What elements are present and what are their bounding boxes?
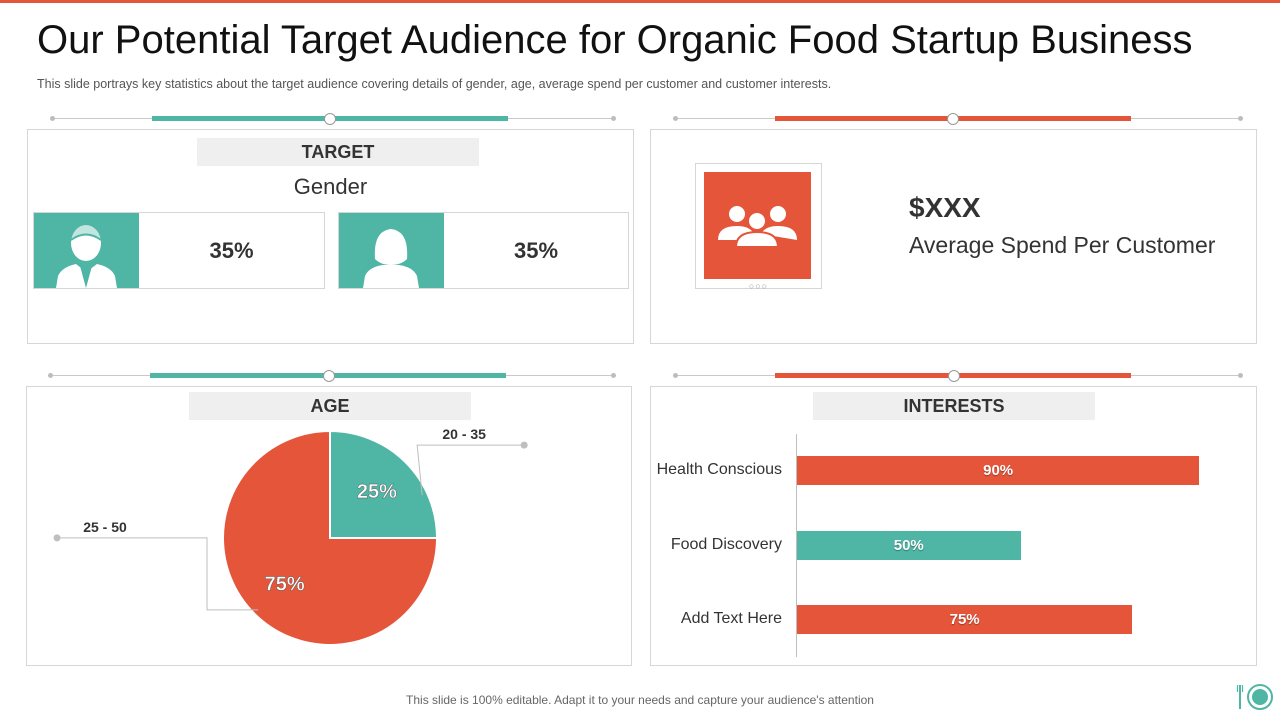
age-connector — [48, 370, 616, 382]
bar — [797, 456, 1200, 485]
male-card: 35% — [33, 212, 325, 289]
female-percent: 35% — [513, 238, 559, 263]
leader-line — [57, 537, 259, 611]
bar-category-label: Food Discovery — [670, 535, 782, 553]
male-percent: 35% — [209, 238, 254, 263]
spend-label: Average Spend Per Customer — [909, 232, 1216, 258]
pie-slice — [222, 429, 439, 646]
spend-amount: $XXX — [909, 192, 981, 223]
pie-category-label: 20 - 35 — [442, 426, 486, 442]
pie-value-label: 25% — [357, 481, 397, 503]
page-subtitle: This slide portrays key statistics about… — [37, 77, 832, 91]
footer-note: This slide is 100% editable. Adapt it to… — [406, 693, 874, 707]
female-card: 35% — [338, 212, 629, 289]
pie-slice — [329, 429, 439, 539]
age-panel: AGE 25% 75% 20 - 35 25 - 50 — [26, 386, 632, 666]
frame-dots: ○○○ — [748, 281, 769, 291]
male-user-icon — [34, 213, 139, 288]
female-user-icon — [339, 213, 444, 288]
leader-line — [416, 444, 525, 496]
bar-value-label: 50% — [893, 536, 924, 554]
interests-bar-chart: Health Conscious 90% Food Discovery 50% Add … — [651, 387, 1256, 665]
age-pie-chart: 25% 75% 20 - 35 25 - 50 — [53, 426, 528, 646]
pie-value-label: 75% — [265, 573, 305, 595]
bar-value-label: 75% — [949, 611, 980, 628]
top-accent-rule — [0, 0, 1280, 3]
pie-category-label: 25 - 50 — [83, 519, 127, 535]
spend-icon-frame: ○○○ — [695, 163, 822, 291]
group-users-icon — [704, 172, 811, 279]
spend-connector — [673, 113, 1243, 125]
spend-panel: ○○○ $XXX Average Spend Per Customer — [650, 129, 1257, 344]
bar — [797, 605, 1133, 634]
bar-value-label: 90% — [983, 462, 1014, 479]
interests-connector — [673, 370, 1243, 382]
target-panel: TARGET Gender 35% 35% — [27, 129, 634, 344]
gender-label: Gender — [293, 174, 368, 199]
page-title: Our Potential Target Audience for Organi… — [37, 18, 1193, 62]
leader-dot — [520, 441, 528, 449]
leader-dot — [53, 534, 61, 542]
bar-axis — [796, 434, 797, 657]
bar-category-label: Health Conscious — [656, 461, 782, 478]
fork-plate-icon — [1236, 682, 1276, 712]
target-header: TARGET — [197, 138, 479, 166]
interests-panel: INTERESTS Health Conscious 90% Food Discov… — [650, 386, 1257, 666]
bar-category-label: Add Text Here — [680, 610, 782, 627]
age-header: AGE — [189, 392, 471, 420]
target-connector — [50, 113, 616, 125]
interests-header: INTERESTS — [813, 392, 1095, 420]
bar — [797, 530, 1021, 560]
